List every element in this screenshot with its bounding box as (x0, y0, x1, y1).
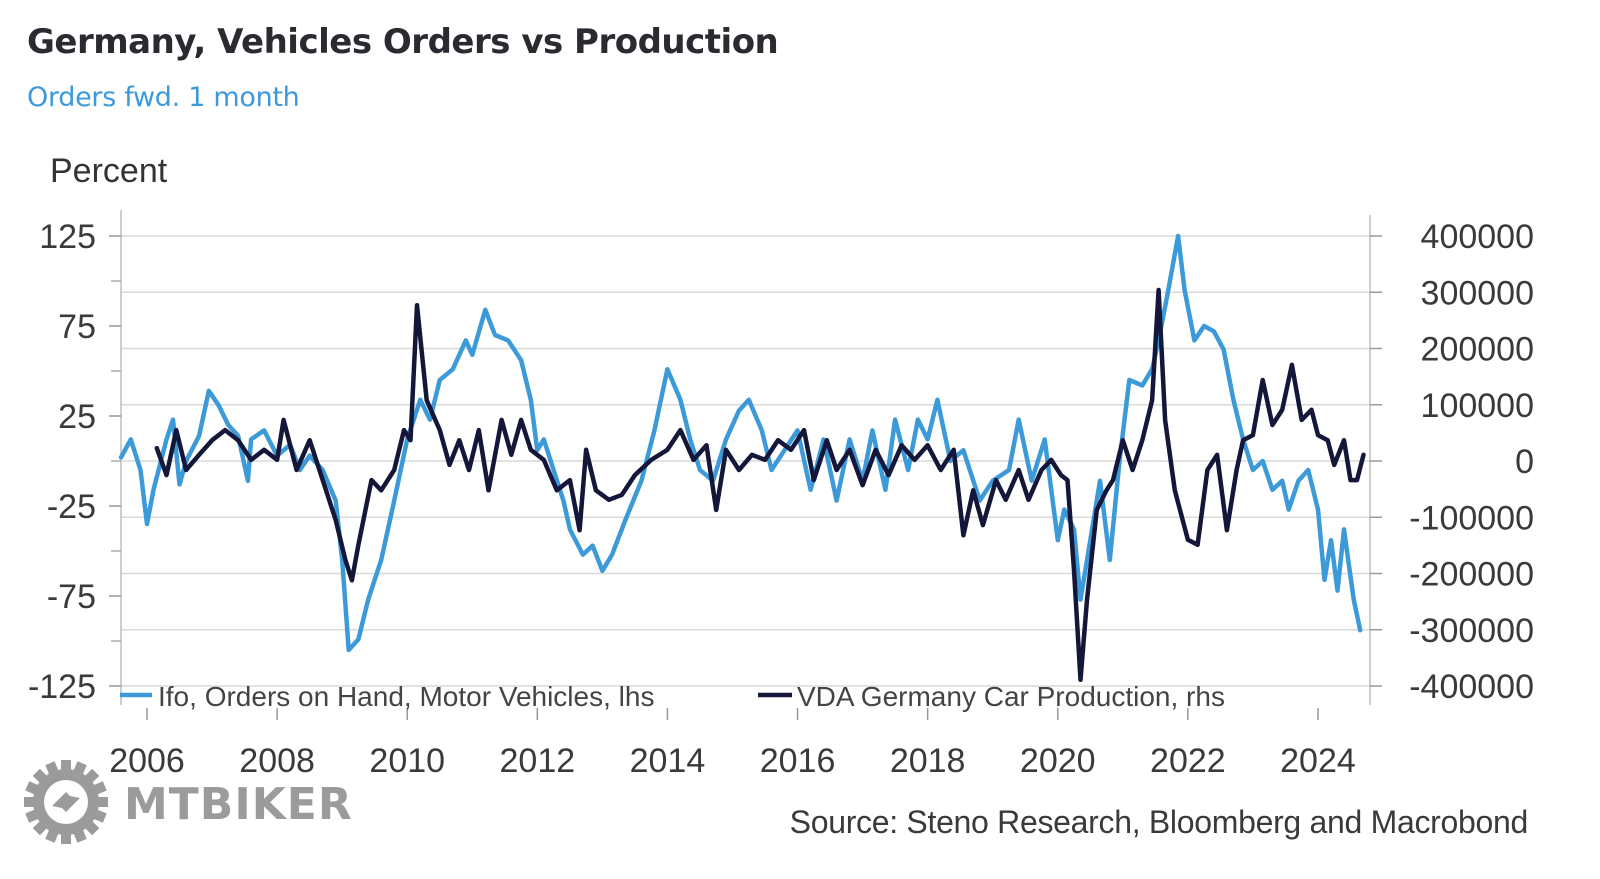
right-tick-label: -300000 (1409, 612, 1534, 650)
watermark: MTBIKER (22, 758, 353, 850)
legend-label-vda: VDA Germany Car Production, rhs (797, 681, 1225, 712)
x-tick-label: 2020 (1020, 742, 1096, 780)
gear-tooth (93, 809, 107, 823)
left-tick-label: 75 (58, 308, 96, 346)
gear-tooth (25, 781, 39, 795)
gear-tooth (61, 834, 71, 844)
gear-tooth (45, 829, 59, 843)
gear-tooth (93, 781, 107, 795)
gear-tooth (45, 761, 59, 775)
x-tick-label: 2018 (890, 742, 966, 780)
series-lines (118, 233, 1366, 683)
left-tick-label: -75 (47, 578, 96, 616)
x-tick-label: 2008 (239, 742, 315, 780)
x-tick-label: 2022 (1150, 742, 1226, 780)
chart-subtitle: Orders fwd. 1 month (27, 82, 300, 113)
left-tick-label: -25 (47, 488, 96, 526)
gear-tooth (73, 829, 87, 843)
right-tick-label: 400000 (1421, 218, 1534, 256)
x-tick-label: 2012 (500, 742, 576, 780)
axes: 125 75 25 -25 -75 -125 400000 300000 200000 10000… (28, 210, 1534, 780)
gear-tooth (61, 760, 71, 770)
source-note: Source: Steno Research, Bloomberg and Ma… (789, 804, 1529, 840)
right-tick-label: 0 (1515, 443, 1534, 481)
gear-tooth (24, 797, 34, 807)
x-tick-label: 2024 (1280, 742, 1356, 780)
gear-tooth (98, 797, 108, 807)
legend: Ifo, Orders on Hand, Motor Vehicles, lhs… (120, 681, 1225, 712)
right-tick-label: 200000 (1421, 331, 1534, 369)
right-tick-label: -400000 (1409, 668, 1534, 706)
ifo-orders-line (118, 233, 1363, 653)
vda-production-line (154, 287, 1366, 683)
right-tick-label: 100000 (1421, 387, 1534, 425)
watermark-text: MTBIKER (124, 778, 353, 830)
left-tick-label: 25 (58, 398, 96, 436)
chart-title: Germany, Vehicles Orders vs Production (27, 22, 779, 62)
x-tick-label: 2016 (760, 742, 836, 780)
right-tick-label: 300000 (1421, 274, 1534, 312)
left-tick-label: -125 (28, 668, 96, 706)
gear-logo-icon (22, 758, 110, 850)
gear-tooth (25, 809, 39, 823)
x-tick-label: 2006 (109, 742, 185, 780)
y-axis-unit-label: Percent (50, 152, 168, 190)
x-tick-label: 2014 (630, 742, 706, 780)
right-tick-label: -100000 (1409, 499, 1534, 537)
left-tick-label: 125 (39, 218, 96, 256)
legend-label-ifo: Ifo, Orders on Hand, Motor Vehicles, lhs (158, 681, 654, 712)
right-tick-label: -200000 (1409, 556, 1534, 594)
gear-tooth (73, 761, 87, 775)
x-tick-label: 2010 (369, 742, 445, 780)
